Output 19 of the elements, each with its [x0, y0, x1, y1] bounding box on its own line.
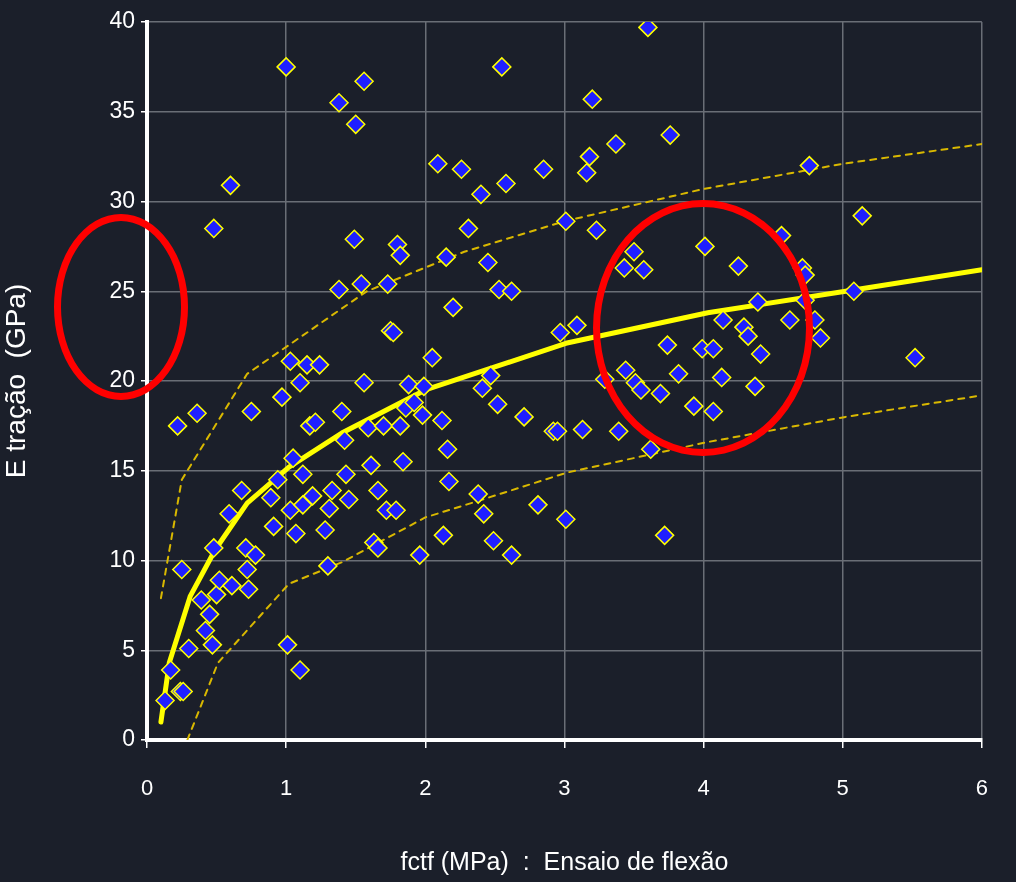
y-tick-label: 0 — [122, 725, 135, 752]
y-tick-label: 15 — [109, 456, 135, 483]
x-tick-label: 1 — [280, 775, 293, 801]
y-tick-label: 10 — [109, 545, 135, 572]
x-tick-label: 5 — [836, 775, 849, 801]
x-tick-label: 4 — [697, 775, 710, 801]
line-series — [159, 143, 982, 600]
x-tick-label: 3 — [558, 775, 571, 801]
y-tick-label: 35 — [109, 97, 135, 124]
y-tick-label: 20 — [109, 366, 135, 393]
y-tick-label: 30 — [109, 186, 135, 213]
y-tick-label: 40 — [109, 7, 135, 34]
x-tick-label: 0 — [140, 775, 154, 801]
x-tick-label: 2 — [419, 775, 432, 801]
x-tick-label: 6 — [975, 775, 989, 801]
x-axis-title: fctf (MPa) : Ensaio de flexão — [400, 846, 729, 875]
y-tick-label: 25 — [109, 276, 135, 303]
y-axis-title: E tração (GPa) — [0, 283, 31, 479]
y-tick-label: 5 — [122, 635, 135, 662]
